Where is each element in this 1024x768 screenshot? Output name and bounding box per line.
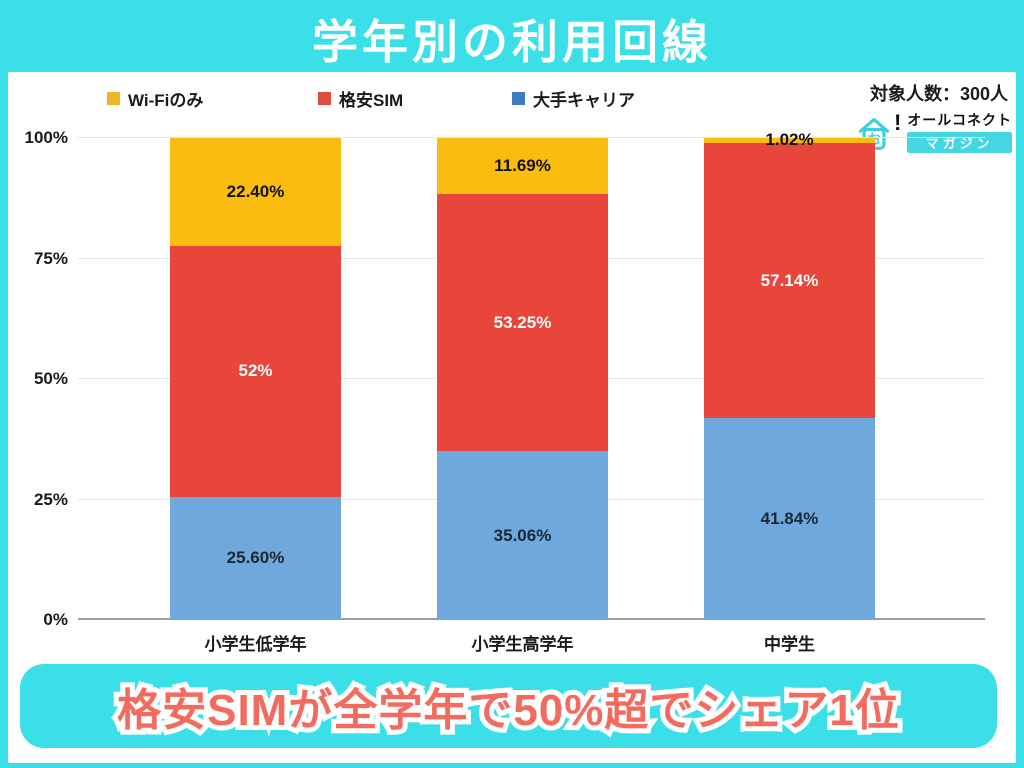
bar-segment: 57.14%: [704, 142, 875, 419]
legend-item-carrier: 大手キャリア: [512, 86, 635, 111]
legend-swatch-blue: [512, 92, 525, 105]
legend-label: 大手キャリア: [533, 91, 635, 110]
chart-panel: Wi-Fiのみ 格安SIM 大手キャリア 対象人数：300人 お ! オールコネ…: [8, 72, 1016, 763]
segment-value-label: 11.69%: [494, 156, 551, 176]
takeaway-banner: 格安SIMが全学年で50%超でシェア1位 格安SIMが全学年で50%超でシェア1…: [20, 664, 997, 748]
legend-swatch-yellow: [107, 92, 120, 105]
category-label: 中学生: [764, 635, 815, 654]
exclamation-icon: !: [893, 110, 902, 135]
y-tick-label: 25%: [33, 489, 68, 509]
legend-swatch-red: [318, 92, 331, 105]
segment-value-label: 53.25%: [493, 312, 552, 332]
segment-value-label: 41.84%: [760, 509, 819, 529]
bar-segment: 1.02%: [704, 130, 875, 149]
bar-segment: 52%: [170, 245, 341, 497]
page-title: 学年別の利用回線: [312, 16, 712, 68]
bar-segment: 11.69%: [437, 138, 608, 195]
bar-segment: 41.84%: [704, 418, 875, 620]
bar-column: 25.60% 52% 22.40%: [170, 138, 341, 620]
gridline: [78, 137, 985, 138]
legend-item-mvno: 格安SIM: [318, 86, 403, 111]
bar-segment: 35.06%: [437, 451, 608, 620]
category-label: 小学生低学年: [204, 635, 307, 654]
segment-value-label: 52%: [238, 361, 273, 381]
segment-value-label: 35.06%: [493, 525, 552, 545]
banner-text: 格安SIMが全学年で50%超でシェア1位 格安SIMが全学年で50%超でシェア1…: [112, 681, 904, 740]
bar-segment: 25.60%: [170, 496, 341, 620]
segment-value-label: 1.02%: [765, 130, 814, 150]
bar-column: 41.84% 57.14% 1.02%: [704, 130, 875, 620]
segment-value-label: 25.60%: [226, 548, 285, 568]
y-tick-label: 0%: [43, 610, 68, 629]
legend-item-wifi: Wi-Fiのみ: [107, 86, 203, 111]
legend-label: Wi-Fiのみ: [128, 91, 204, 110]
plot-area: 0% 25% 50% 75% 100% 25.60% 52% 22.40% 小学生低学年 35.0…: [25, 128, 985, 654]
category-label: 小学生高学年: [471, 635, 574, 654]
y-tick-label: 75%: [33, 248, 68, 268]
legend-label: 格安SIM: [339, 91, 404, 110]
brand-name: オールコネクト: [907, 112, 1012, 128]
sample-size-note: 対象人数：300人: [869, 84, 1008, 104]
segment-value-label: 57.14%: [760, 270, 819, 290]
segment-value-label: 22.40%: [226, 181, 285, 201]
y-tick-label: 50%: [33, 369, 68, 388]
y-tick-label: 100%: [24, 128, 68, 147]
bar-segment: 53.25%: [437, 194, 608, 452]
bar-column: 35.06% 53.25% 11.69%: [437, 138, 608, 620]
bar-segment: 22.40%: [170, 138, 341, 246]
